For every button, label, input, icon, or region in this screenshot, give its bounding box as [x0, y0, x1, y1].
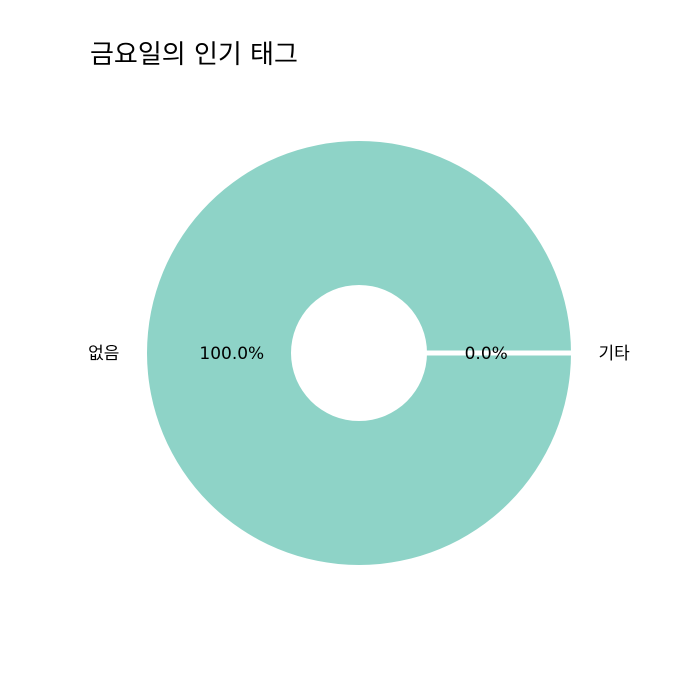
- chart-title: 금요일의 인기 태그: [90, 40, 298, 70]
- slices-group: [147, 141, 571, 565]
- slice-label-other: 기타: [599, 344, 631, 364]
- slice-label-none: 없음: [88, 344, 119, 364]
- slice-percent-none: 100.0%: [199, 344, 264, 364]
- slice-percent-other: 0.0%: [465, 344, 508, 364]
- donut-slice: [147, 141, 571, 565]
